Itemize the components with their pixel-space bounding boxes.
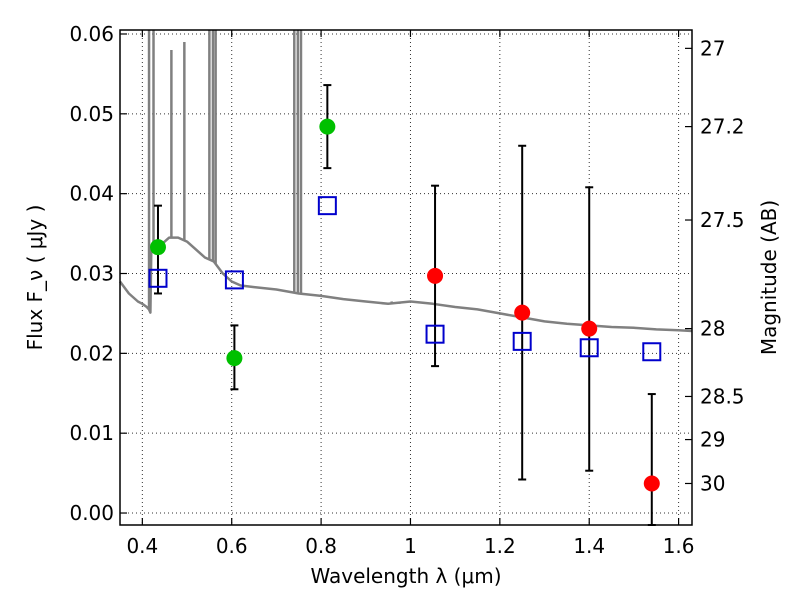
x-tick-label: 0.4 — [126, 534, 158, 558]
model-square-marker — [148, 268, 168, 288]
model-square-marker — [579, 338, 599, 358]
x-tick-label: 0.8 — [305, 534, 337, 558]
right-axis-label: Magnitude (AB) — [757, 200, 781, 355]
model-square-marker — [512, 331, 532, 351]
spectrum-continuum — [118, 236, 693, 333]
y-tick-label: 0.05 — [69, 102, 114, 126]
observed-point-marker — [514, 304, 531, 321]
model-square-marker — [642, 342, 662, 362]
observed-point-marker — [319, 118, 336, 135]
y-tick-label: 0.03 — [69, 262, 114, 286]
right-tick-label: 28 — [700, 317, 725, 341]
plot-frame — [119, 29, 693, 526]
gridlines — [120, 30, 692, 525]
observed-point-marker — [149, 239, 166, 256]
model-square-marker — [224, 270, 244, 290]
tick-labels: 0.4 0.6 0.8 1 1.2 1.4 1.6 0.00 0.01 0.02 0.03 0.04 0… — [69, 22, 744, 558]
x-tick-label: 0.6 — [216, 534, 248, 558]
right-tick-label: 28.5 — [700, 384, 745, 408]
right-tick-label: 30 — [700, 471, 725, 495]
x-tick-label: 1.2 — [484, 534, 516, 558]
observed-point-marker — [643, 475, 660, 492]
axis-ticks — [120, 30, 692, 525]
y-tick-label: 0.00 — [69, 501, 114, 525]
data-points — [148, 118, 662, 492]
model-square-marker — [425, 324, 445, 344]
right-tick-label: 27 — [700, 36, 725, 60]
right-tick-label: 27.2 — [700, 115, 745, 139]
y-tick-label: 0.06 — [69, 22, 114, 46]
x-tick-label: 1 — [404, 534, 417, 558]
observed-point-marker — [581, 320, 598, 337]
right-tick-label: 29 — [700, 428, 725, 452]
y-tick-label: 0.02 — [69, 341, 114, 365]
error-bars — [153, 84, 656, 526]
right-tick-label: 27.5 — [700, 208, 745, 232]
model-square-marker — [317, 196, 337, 216]
x-tick-label: 1.6 — [663, 534, 695, 558]
y-tick-label: 0.04 — [69, 182, 114, 206]
y-axis-label: Flux F_ν ( μJy ) — [23, 205, 47, 351]
observed-point-marker — [226, 350, 243, 367]
model-spectrum — [118, 30, 693, 333]
x-axis-label: Wavelength λ (μm) — [310, 564, 501, 588]
y-tick-label: 0.01 — [69, 421, 114, 445]
observed-point-marker — [427, 267, 444, 284]
x-tick-label: 1.4 — [573, 534, 605, 558]
